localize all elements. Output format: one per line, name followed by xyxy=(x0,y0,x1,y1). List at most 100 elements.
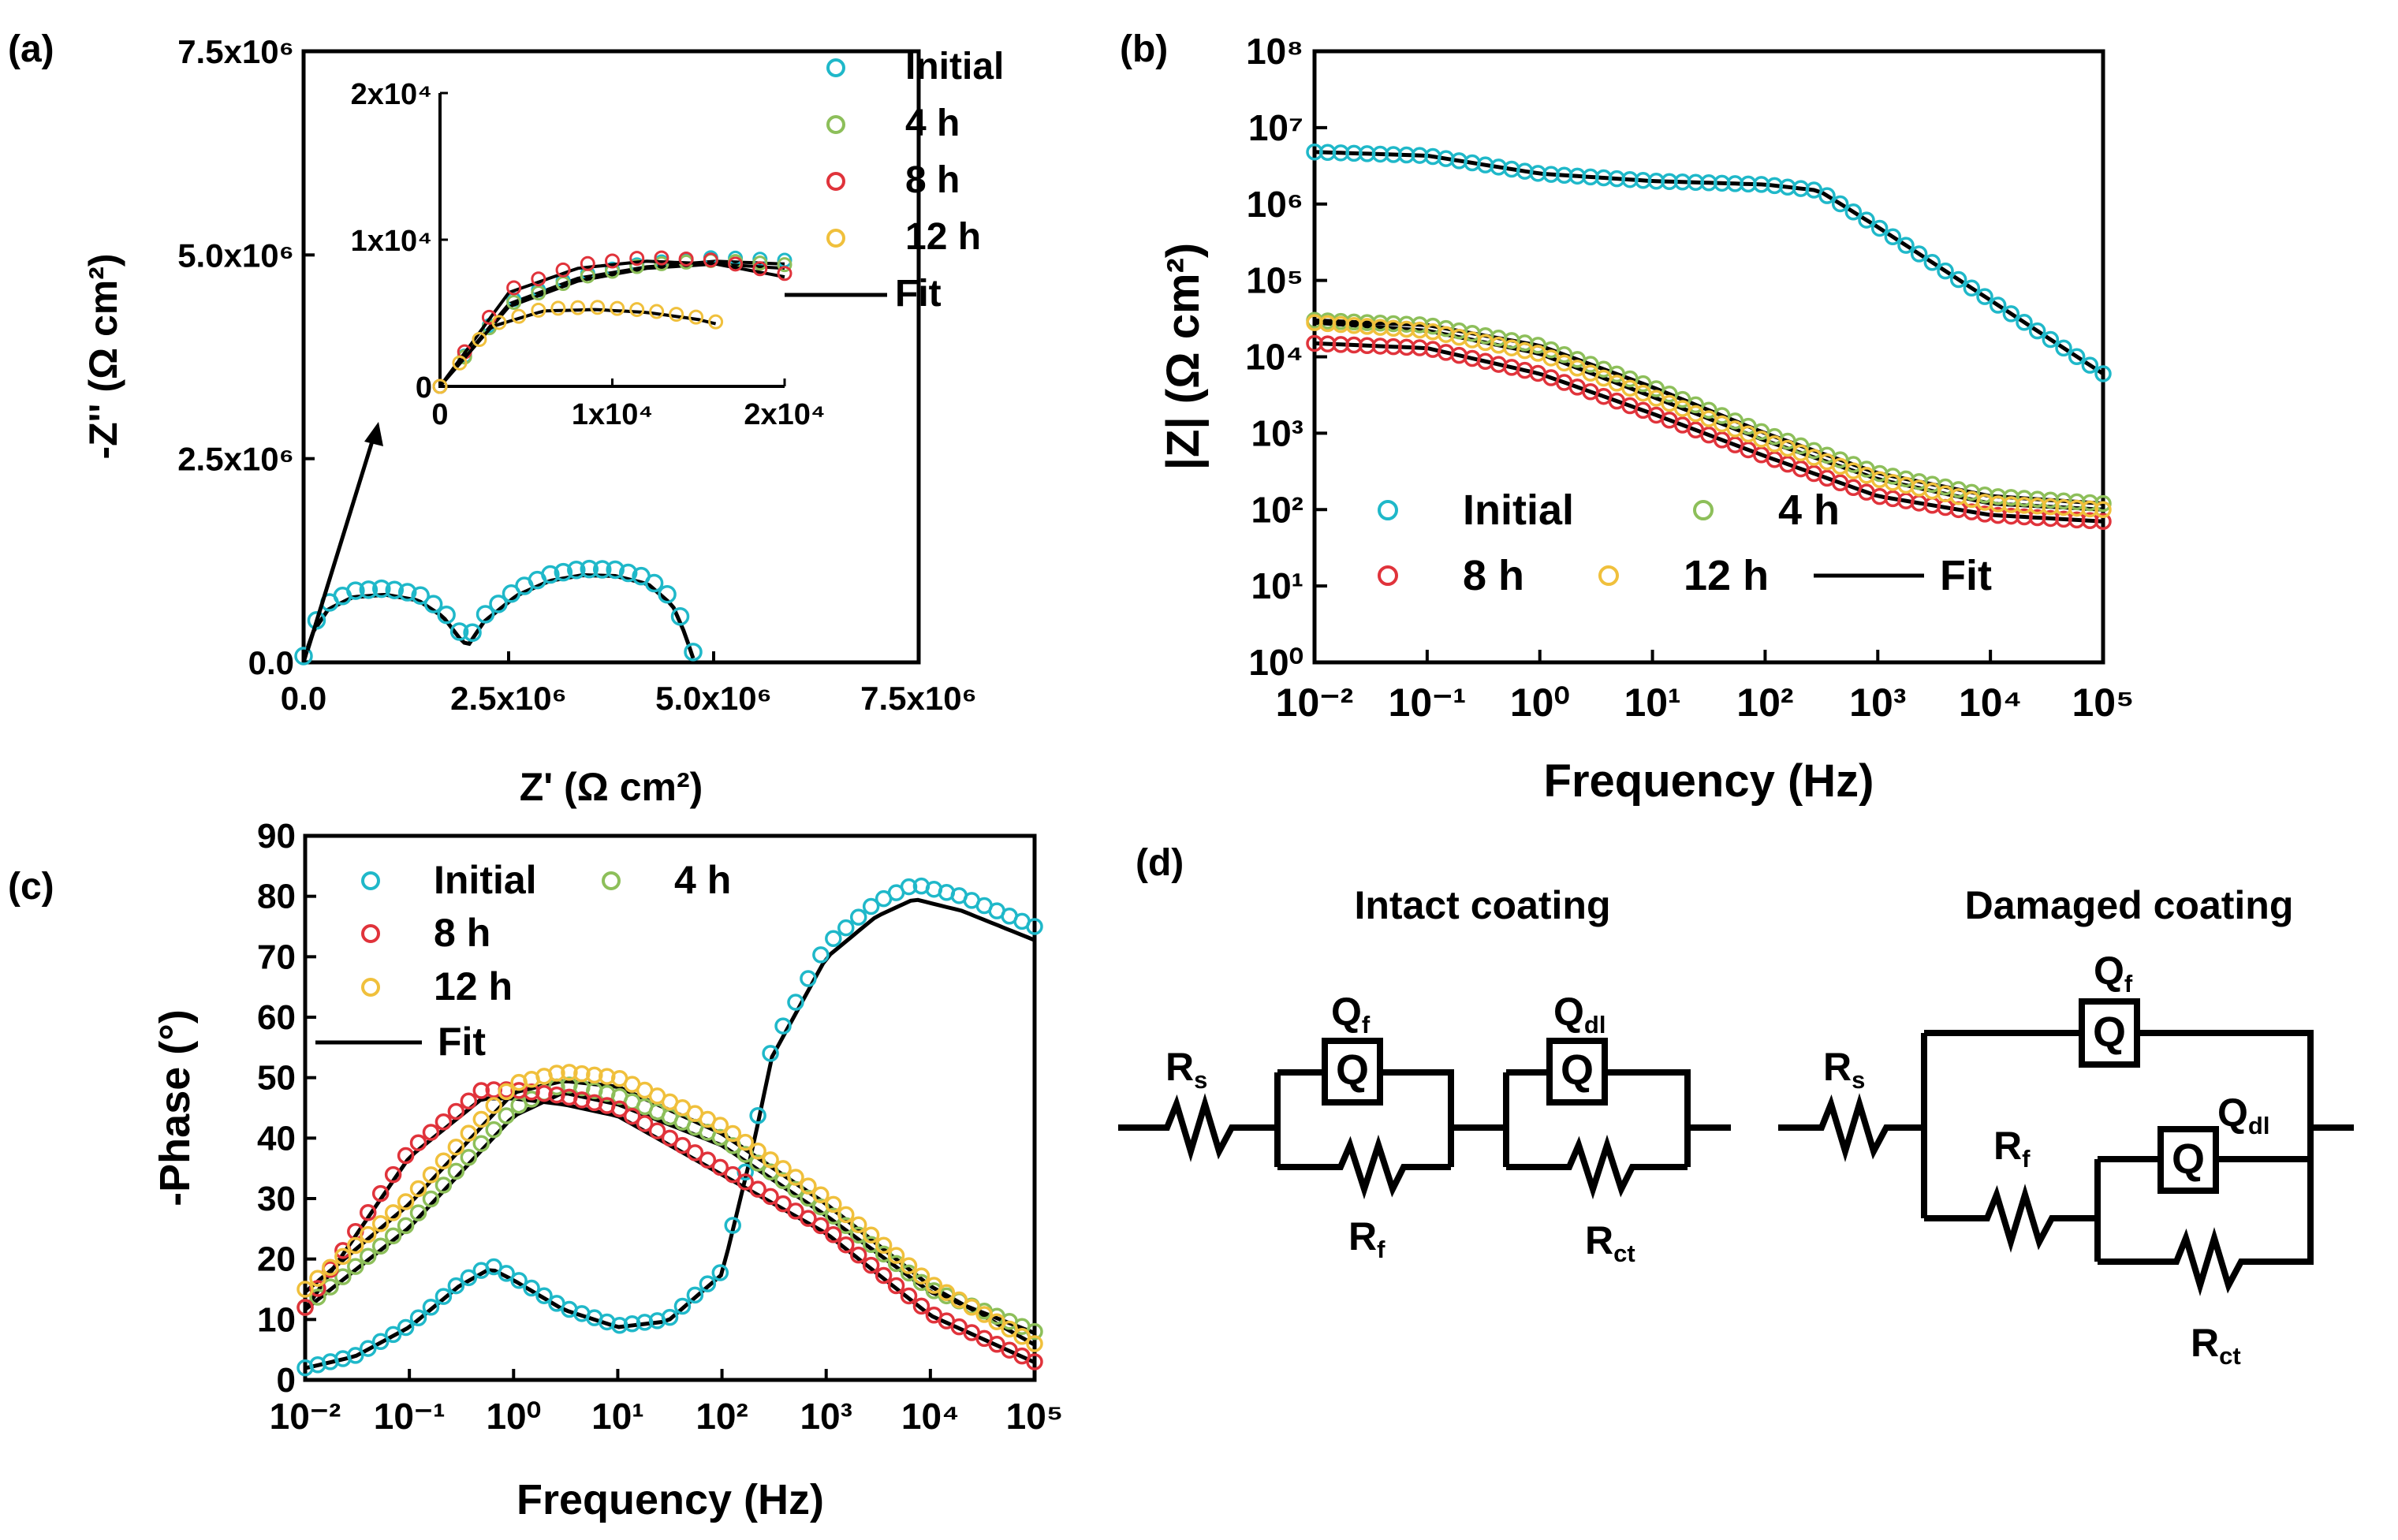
inset-point-12-h xyxy=(669,307,684,323)
a-legend-marker-initial xyxy=(826,58,845,77)
c-point-initial xyxy=(686,1286,704,1304)
c-point-4-h xyxy=(371,1237,390,1255)
a-ytick-label: 2.5x10⁶ xyxy=(177,441,294,478)
panel-c-label: (c) xyxy=(8,866,54,908)
c-point-12-h xyxy=(347,1236,364,1255)
intact-qf-label: Qf xyxy=(1331,990,1371,1038)
b-point-initial xyxy=(1884,228,1902,246)
c-ytick-label: 20 xyxy=(257,1240,296,1279)
c-point-12-h xyxy=(384,1204,402,1221)
a-legend-label-8-h: 8 h xyxy=(905,159,960,201)
a-ytick-label: 7.5x10⁶ xyxy=(177,33,294,70)
c-point-12-h xyxy=(762,1151,779,1169)
damaged-qf-symbol: Q xyxy=(2093,1009,2126,1056)
c-point-initial xyxy=(535,1287,553,1304)
c-fit-line-12-h xyxy=(304,1079,1036,1347)
c-point-initial xyxy=(774,1017,792,1035)
b-point-initial xyxy=(2028,322,2046,340)
c-point-initial xyxy=(800,970,817,987)
c-point-8-h xyxy=(309,1280,326,1297)
b-xtick-label: 10⁴ xyxy=(1959,681,2022,725)
a-legend-label-initial: Initial xyxy=(905,46,1004,88)
inset-point-4-h xyxy=(654,255,669,271)
b-ytick-label: 10⁵ xyxy=(1246,260,1303,301)
b-point-initial xyxy=(2016,313,2033,331)
a-point-initial xyxy=(449,622,469,641)
inset-arrow-line xyxy=(305,433,377,651)
intact-rct-label: Rct xyxy=(1585,1218,1635,1267)
c-point-8-h xyxy=(699,1151,717,1169)
c-point-8-h xyxy=(711,1158,729,1176)
c-point-8-h xyxy=(472,1082,490,1099)
inset-point-8-h xyxy=(703,252,718,268)
inset-point-8-h xyxy=(580,255,595,271)
c-point-initial xyxy=(787,994,804,1011)
a-point-initial xyxy=(359,580,379,599)
inset-xtick-label: 0 xyxy=(431,398,448,431)
inset-point-8-h xyxy=(506,280,522,296)
b-legend-marker-12-h xyxy=(1598,565,1619,586)
inset-fit-8-h xyxy=(438,259,785,388)
c-ytick-label: 10 xyxy=(257,1300,296,1339)
c-xtick-label: 10² xyxy=(696,1396,748,1437)
inset-point-12-h xyxy=(570,300,586,315)
b-legend-label-initial: Initial xyxy=(1463,487,1574,534)
inset-point-8-h xyxy=(752,261,768,277)
inset-point-4-h xyxy=(629,259,645,274)
c-point-12-h xyxy=(711,1117,729,1134)
c-point-8-h xyxy=(636,1115,654,1132)
panel-a-fit-lines xyxy=(301,572,696,663)
c-point-initial xyxy=(837,919,855,937)
b-point-initial xyxy=(1910,245,1928,263)
inset-point-4-h xyxy=(531,285,546,300)
panel-a-legend: Initial 4 h 8 h 12 h Fit xyxy=(785,46,1004,315)
panel-a-x-ticks: 0.0 2.5x10⁶ 5.0x10⁶ 7.5x10⁶ xyxy=(281,651,977,717)
c-point-8-h xyxy=(661,1129,679,1147)
inset-point-4-h xyxy=(752,255,768,271)
c-point-initial xyxy=(610,1316,628,1334)
a-point-initial xyxy=(437,605,456,625)
c-ytick-label: 60 xyxy=(257,998,296,1037)
c-point-12-h xyxy=(586,1066,603,1084)
c-point-12-h xyxy=(925,1277,943,1294)
damaged-rct-branch xyxy=(2094,1156,2314,1296)
c-point-12-h xyxy=(485,1097,502,1114)
c-point-12-h xyxy=(862,1226,880,1244)
c-point-12-h xyxy=(825,1195,842,1214)
b-xtick-label: 10⁰ xyxy=(1510,681,1570,725)
b-point-initial xyxy=(1831,195,1849,213)
b-ytick-label: 10² xyxy=(1251,489,1303,530)
panel-c-xlabel: Frequency (Hz) xyxy=(517,1476,824,1523)
c-point-8-h xyxy=(912,1297,930,1315)
c-point-8-h xyxy=(296,1299,314,1316)
c-point-initial xyxy=(447,1277,465,1295)
b-legend-label-12-h: 12 h xyxy=(1684,552,1769,599)
b-xtick-label: 10⁵ xyxy=(2072,681,2134,725)
c-point-initial xyxy=(699,1275,717,1292)
panel-b-points xyxy=(1306,144,2112,531)
c-point-4-h xyxy=(485,1121,502,1139)
c-point-12-h xyxy=(963,1298,981,1316)
c-legend-label-12-h: 12 h xyxy=(434,964,513,1009)
c-point-8-h xyxy=(849,1246,867,1264)
c-point-12-h xyxy=(1001,1320,1018,1338)
b-ytick-label: 10¹ xyxy=(1251,565,1303,606)
c-point-initial xyxy=(749,1106,766,1124)
b-point-initial xyxy=(1963,279,1981,297)
b-ytick-label: 10⁰ xyxy=(1248,642,1303,683)
c-point-4-h xyxy=(875,1245,893,1263)
intact-qf-element xyxy=(1322,1038,1383,1106)
c-point-8-h xyxy=(422,1124,440,1141)
a-legend-marker-8-h xyxy=(826,172,845,191)
a-point-initial xyxy=(554,562,573,582)
c-legend-label-fit: Fit xyxy=(438,1020,486,1064)
panel-c-ylabel: -Phase (°) xyxy=(151,1009,199,1206)
c-xtick-label: 10⁻¹ xyxy=(374,1396,446,1437)
c-xtick-label: 10⁻² xyxy=(270,1396,341,1437)
b-point-initial xyxy=(1923,254,1941,271)
damaged-coating-title: Damaged coating xyxy=(1965,883,2294,927)
c-point-4-h xyxy=(397,1217,415,1235)
intact-rf-branch xyxy=(1274,1069,1506,1200)
inset-point-12-h xyxy=(688,309,704,325)
c-point-8-h xyxy=(648,1122,666,1139)
